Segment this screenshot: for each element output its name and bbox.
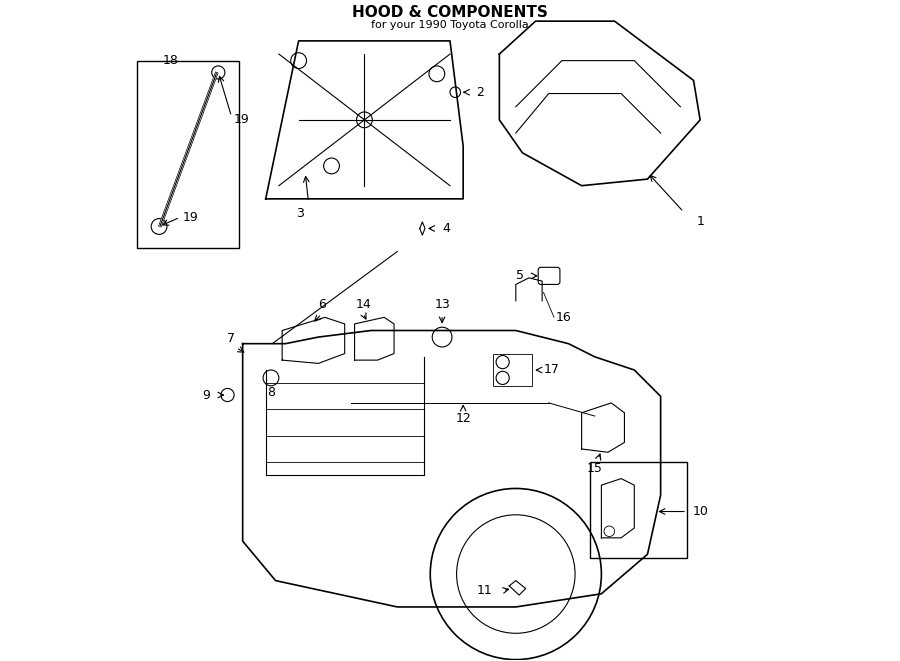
Text: 17: 17 <box>544 364 559 377</box>
Text: 7: 7 <box>228 332 236 345</box>
Text: 18: 18 <box>162 54 178 67</box>
Text: 14: 14 <box>356 297 371 311</box>
Text: 19: 19 <box>183 211 199 224</box>
Text: 9: 9 <box>202 389 210 401</box>
Text: 3: 3 <box>296 207 304 219</box>
Text: 12: 12 <box>455 412 471 425</box>
Text: 2: 2 <box>476 86 484 98</box>
Text: 10: 10 <box>692 505 708 518</box>
Text: 13: 13 <box>434 297 450 311</box>
Text: 6: 6 <box>318 297 326 311</box>
Text: 5: 5 <box>516 270 524 282</box>
Text: 4: 4 <box>442 222 450 235</box>
Text: 16: 16 <box>555 311 572 324</box>
Text: 11: 11 <box>477 584 493 597</box>
FancyBboxPatch shape <box>538 267 560 284</box>
Text: 15: 15 <box>587 462 603 475</box>
Text: HOOD & COMPONENTS: HOOD & COMPONENTS <box>352 5 548 20</box>
Bar <box>138 61 239 249</box>
Text: 19: 19 <box>234 114 250 126</box>
Text: 8: 8 <box>267 387 275 399</box>
Bar <box>590 462 687 558</box>
Text: for your 1990 Toyota Corolla: for your 1990 Toyota Corolla <box>371 20 529 30</box>
Bar <box>493 354 532 387</box>
Text: 1: 1 <box>697 215 705 229</box>
